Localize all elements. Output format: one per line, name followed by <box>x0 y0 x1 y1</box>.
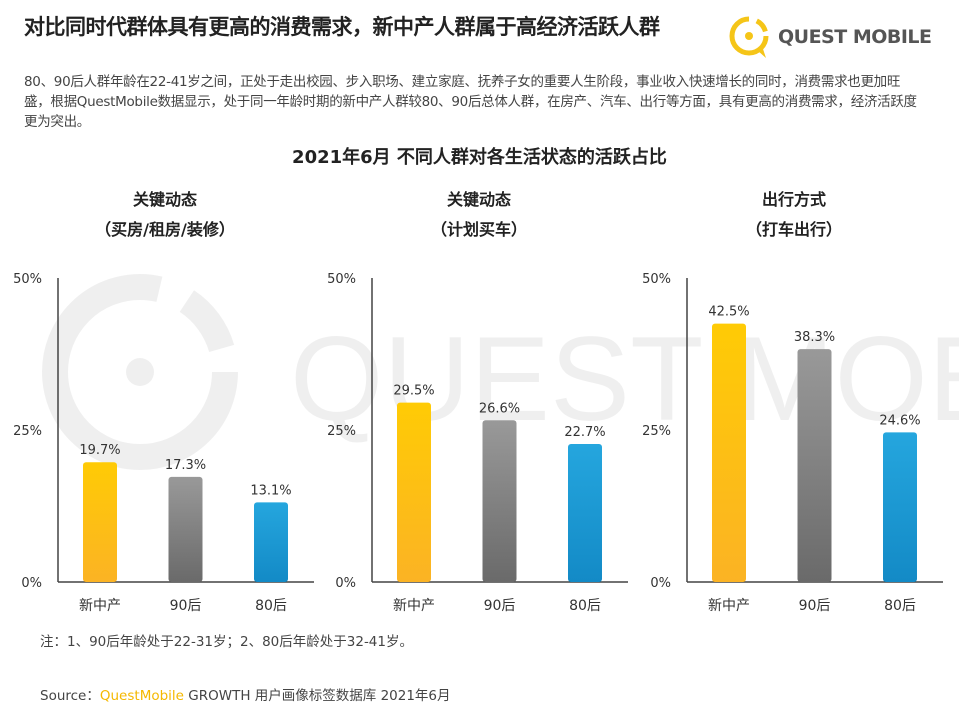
data-label: 38.3% <box>794 330 835 345</box>
y-tick-label: 0% <box>335 576 356 591</box>
bar-post-90s <box>168 476 203 582</box>
data-label: 24.6% <box>879 413 920 428</box>
description: 80、90后人群年龄在22-41岁之间，正处于走出校园、步入职场、建立家庭、抚养… <box>24 74 917 130</box>
bar-new-middle-class <box>397 402 431 582</box>
bar-post-80s <box>568 443 602 582</box>
x-tick-label: 新中产 <box>708 598 750 614</box>
x-tick-label: 90后 <box>799 598 831 614</box>
data-label: 42.5% <box>708 305 749 320</box>
y-tick-label: 25% <box>327 424 356 439</box>
x-tick-label: 新中产 <box>79 598 121 614</box>
y-tick-label: 50% <box>327 272 356 287</box>
data-label: 19.7% <box>79 443 120 458</box>
source-rest: GROWTH 用户画像标签数据库 2021年6月 <box>183 688 451 704</box>
data-label: 22.7% <box>564 425 605 440</box>
footnote: 注：1、90后年龄处于22-31岁；2、80后年龄处于32-41岁。 <box>40 634 413 650</box>
bar-new-middle-class <box>712 323 746 582</box>
panel-subtitle-detail: （计划买车） <box>431 220 527 239</box>
y-tick-label: 25% <box>13 424 42 439</box>
source-brand: QuestMobile <box>99 688 184 704</box>
bar-post-90s <box>797 349 832 582</box>
panel-subtitle: 关键动态 <box>447 190 511 209</box>
y-tick-label: 50% <box>13 272 42 287</box>
source-line: Source：QuestMobile GROWTH 用户画像标签数据库 2021… <box>40 684 451 704</box>
quest-mobile-logo-icon <box>729 16 769 58</box>
y-tick-label: 0% <box>21 576 42 591</box>
quest-mobile-logo: QUEST MOBILE <box>726 14 932 60</box>
x-tick-label: 80后 <box>884 598 916 614</box>
data-label: 26.6% <box>479 401 520 416</box>
panel-subtitle: 出行方式 <box>762 190 826 209</box>
data-label: 29.5% <box>393 384 434 399</box>
logo-text: QUEST MOBILE <box>778 26 932 48</box>
panel-subtitle-detail: （打车出行） <box>746 220 842 239</box>
data-label: 13.1% <box>250 483 291 498</box>
bar-post-80s <box>883 432 917 582</box>
bar-post-90s <box>482 420 517 582</box>
x-tick-label: 80后 <box>255 598 287 614</box>
x-tick-label: 90后 <box>484 598 516 614</box>
page-title: 对比同时代群体具有更高的消费需求，新中产人群属于高经济活跃人群 <box>24 15 660 39</box>
bar-new-middle-class <box>83 462 117 582</box>
source-prefix: Source： <box>40 688 100 704</box>
y-tick-label: 50% <box>642 272 671 287</box>
watermark: QUEST MOBILE <box>42 274 959 470</box>
chart-title: 2021年6月 不同人群对各生活状态的活跃占比 <box>292 147 667 168</box>
x-tick-label: 80后 <box>569 598 601 614</box>
y-tick-label: 0% <box>650 576 671 591</box>
data-label: 17.3% <box>165 458 206 473</box>
panel-subtitle: 关键动态 <box>133 190 197 209</box>
panel-subtitle-detail: （买房/租房/装修） <box>95 220 235 239</box>
bar-post-80s <box>254 502 288 582</box>
x-tick-label: 新中产 <box>393 598 435 614</box>
x-tick-label: 90后 <box>170 598 202 614</box>
watermark-text: QUEST MOBILE <box>290 312 959 446</box>
y-tick-label: 25% <box>642 424 671 439</box>
